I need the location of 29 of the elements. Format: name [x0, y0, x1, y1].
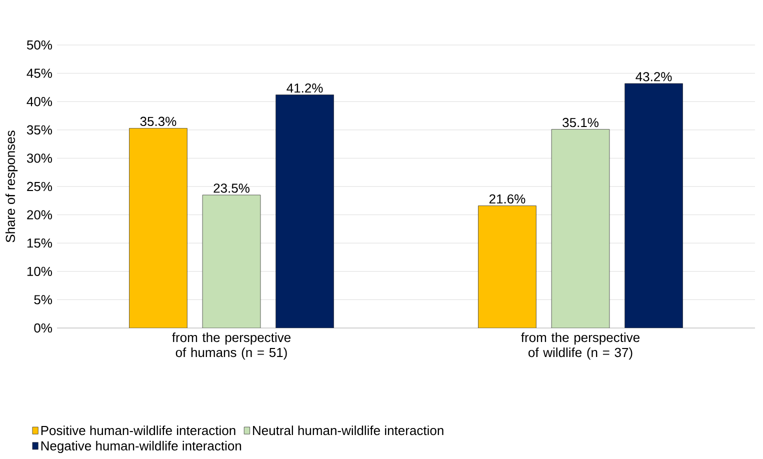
- bar: [624, 83, 683, 328]
- y-tick-label: 25%: [27, 182, 52, 192]
- legend-label: Neutral human-wildlife interaction: [253, 426, 444, 436]
- y-tick-label: 30%: [26, 154, 52, 163]
- data-label: 35.1%: [562, 118, 598, 128]
- data-label: 43.2%: [636, 72, 672, 82]
- data-label: 23.5%: [214, 184, 250, 193]
- y-tick-label: 10%: [27, 266, 52, 276]
- x-tick-label: from the perspective of humans (n = 51): [172, 332, 291, 360]
- y-tick-label: 5%: [34, 295, 52, 304]
- bar: [276, 94, 334, 328]
- data-label: 21.6%: [489, 194, 526, 204]
- y-tick-label: 40%: [26, 96, 52, 106]
- y-axis-title: Share of responses: [5, 130, 18, 242]
- legend-label: Negative human-wildlife interaction: [41, 440, 242, 454]
- data-label: 35.3%: [140, 116, 176, 126]
- y-tick-label: 45%: [26, 68, 52, 78]
- y-tick-label: 20%: [27, 210, 52, 220]
- x-tick-label: from the perspective of wildlife (n = 37): [521, 332, 640, 360]
- data-label: 41.2%: [286, 83, 323, 93]
- bar: [478, 206, 536, 328]
- legend-label: Positive human-wildlife interaction: [41, 426, 236, 436]
- y-tick-label: 0%: [34, 323, 52, 333]
- bar: [551, 129, 610, 328]
- y-tick-label: 50%: [26, 40, 52, 50]
- bar: [129, 128, 188, 328]
- y-tick-label: 35%: [26, 125, 52, 134]
- y-tick-label: 15%: [27, 238, 52, 248]
- bar: [202, 194, 261, 328]
